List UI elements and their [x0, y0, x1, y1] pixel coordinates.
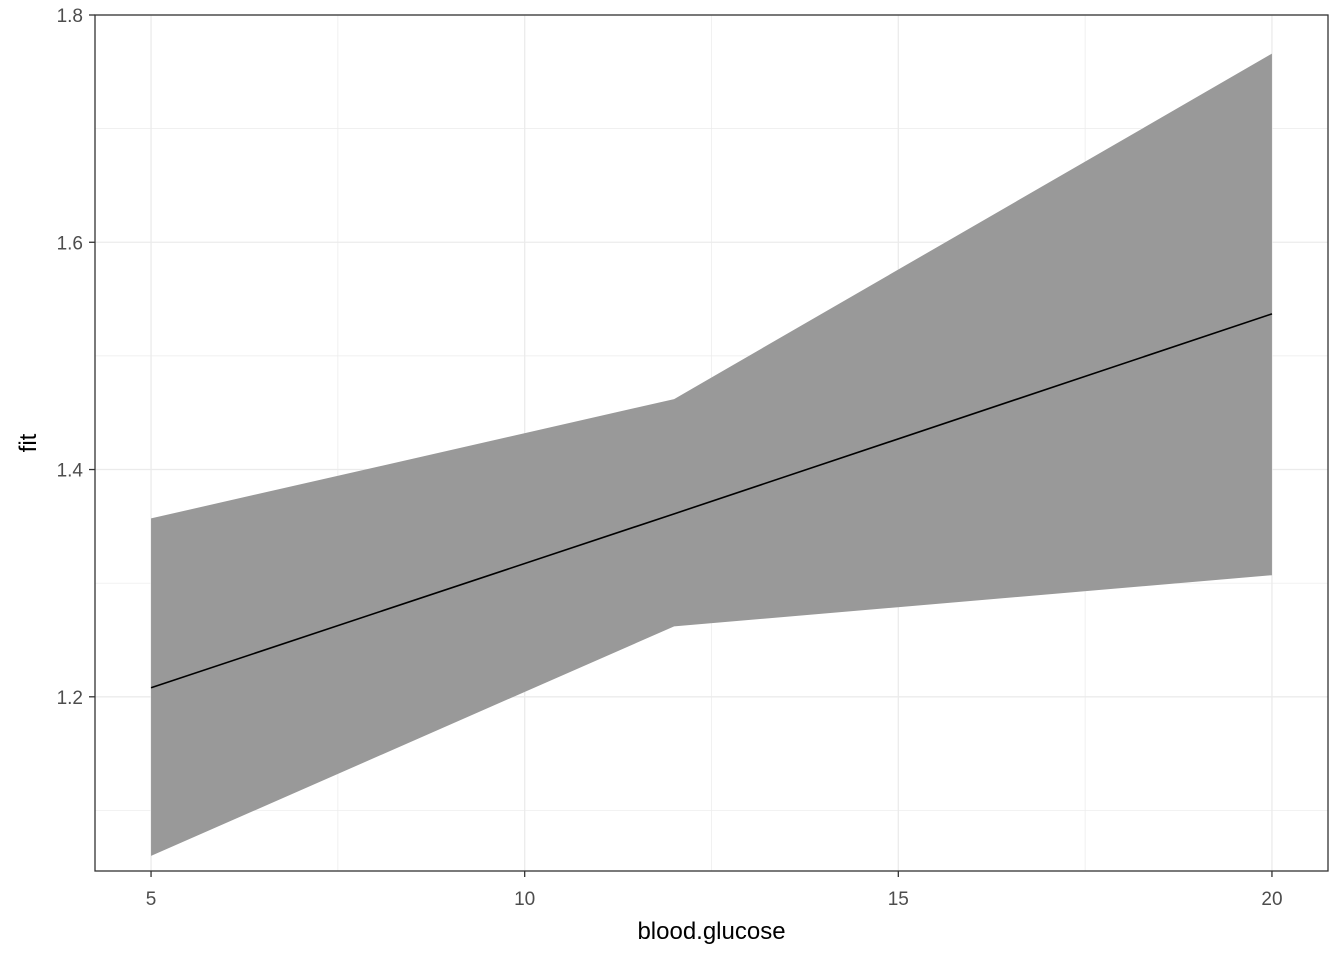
fit-line — [150, 313, 1273, 689]
x-tick-label: 10 — [514, 889, 535, 910]
y-tick-label: 1.4 — [57, 461, 84, 482]
y-tick-label: 1.8 — [57, 6, 83, 27]
x-axis-title: blood.glucose — [637, 918, 785, 945]
x-tick-label: 15 — [888, 889, 909, 910]
y-tick-label: 1.6 — [57, 233, 83, 254]
y-axis-title: fit — [15, 433, 42, 452]
y-tick-label: 1.2 — [57, 688, 83, 709]
confidence-ribbon — [151, 53, 1272, 856]
x-tick-label: 5 — [146, 889, 157, 910]
data-layer — [150, 53, 1273, 856]
axes: 5 10 15 20 1.2 1.4 1.6 1.8 — [57, 6, 1283, 910]
x-tick-label: 20 — [1261, 889, 1282, 910]
panel-border — [94, 14, 1329, 872]
